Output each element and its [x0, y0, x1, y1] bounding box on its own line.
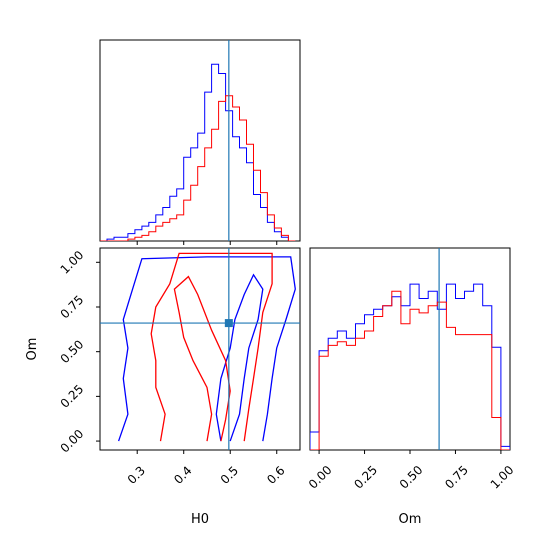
contour-truth-lines: [100, 248, 300, 450]
frame-hist-om: [309, 247, 511, 451]
x-tick-label: 0.5: [218, 463, 241, 486]
histogram-step-series-1: [310, 283, 510, 450]
y-tick-label: 0.50: [58, 337, 87, 366]
truth-marker: [224, 319, 233, 328]
x-tick-label: 0.3: [125, 463, 148, 486]
x-tick-label: 1.00: [488, 463, 517, 492]
y-tick-label: 0.00: [58, 427, 87, 456]
frame-hist-h0: [99, 39, 301, 242]
y-tick-label: 0.75: [58, 293, 87, 322]
panel-hist-h0: [99, 39, 301, 245]
histogram-step-series-1: [100, 63, 296, 241]
y-tick-label: 1.00: [58, 248, 87, 277]
x-tick-label: 0.6: [264, 463, 287, 486]
hist-om-series: [310, 283, 510, 450]
ylabel-om: Om: [25, 338, 40, 361]
y-tick-label: 0.25: [58, 382, 87, 411]
hist-h0-ticks: [136, 241, 278, 245]
histogram-step-series-2: [100, 95, 296, 241]
xlabel-om: Om: [399, 512, 422, 527]
x-tick-label: 0.75: [442, 463, 471, 492]
x-tick-label: 0.50: [397, 463, 426, 492]
contour-series-2-level-2: [150, 252, 273, 442]
hist-h0-series: [100, 63, 296, 241]
panel-hist-om: 0.00 0.25 0.50 0.75 1.00 Om: [306, 247, 517, 527]
panel-contour: 0.3 0.4 0.5 0.6 0.00 0.25 0.50 0.75 1.00 H0 Om: [25, 247, 301, 527]
x-tick-label: 0.25: [351, 463, 380, 492]
frame-contour: [99, 247, 301, 451]
x-tick-label: 0.00: [306, 463, 335, 492]
contour-series-1-level-1: [215, 273, 264, 442]
histogram-step-series-2: [310, 290, 510, 450]
xlabel-h0: H0: [191, 512, 209, 527]
hist-om-ticks: 0.00 0.25 0.50 0.75 1.00: [306, 450, 517, 492]
x-tick-label: 0.4: [171, 463, 194, 486]
contour-series-1-level-2: [117, 256, 296, 442]
